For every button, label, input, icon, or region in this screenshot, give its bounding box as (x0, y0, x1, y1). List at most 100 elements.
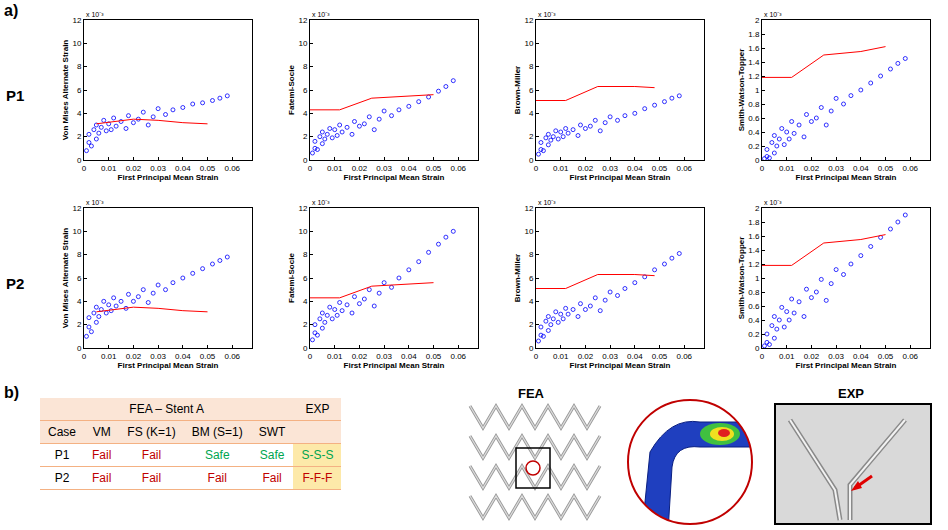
svg-text:8: 8 (303, 62, 308, 71)
svg-text:0: 0 (529, 344, 534, 353)
svg-text:0: 0 (308, 164, 313, 173)
svg-text:0: 0 (77, 344, 82, 353)
svg-text:0.01: 0.01 (101, 352, 117, 361)
svg-text:0.05: 0.05 (200, 164, 216, 173)
svg-text:0.03: 0.03 (602, 352, 618, 361)
svg-text:0.04: 0.04 (853, 352, 869, 361)
svg-text:0.06: 0.06 (224, 164, 240, 173)
svg-text:0.02: 0.02 (804, 164, 820, 173)
svg-text:4: 4 (77, 297, 82, 306)
svg-text:6: 6 (77, 86, 82, 95)
svg-text:0.02: 0.02 (578, 352, 594, 361)
svg-text:Smith-Watson-Topper: Smith-Watson-Topper (737, 49, 746, 132)
svg-text:First Principal Mean Strain: First Principal Mean Strain (796, 361, 897, 370)
svg-text:0.06: 0.06 (676, 352, 692, 361)
svg-text:8: 8 (303, 250, 308, 259)
svg-text:0.06: 0.06 (676, 164, 692, 173)
svg-text:0: 0 (755, 156, 760, 165)
svg-text:x 10⁻³: x 10⁻³ (312, 11, 330, 18)
svg-text:2: 2 (77, 132, 82, 141)
svg-text:0.05: 0.05 (426, 164, 442, 173)
svg-text:Von Mises Alternate Strain: Von Mises Alternate Strain (61, 228, 70, 329)
svg-text:Fatemi-Socie: Fatemi-Socie (287, 253, 296, 303)
svg-text:1.2: 1.2 (748, 260, 760, 269)
svg-text:0.01: 0.01 (553, 352, 569, 361)
svg-text:1.6: 1.6 (748, 232, 760, 241)
svg-text:10: 10 (524, 39, 533, 48)
svg-text:0: 0 (534, 164, 539, 173)
svg-text:0.05: 0.05 (426, 352, 442, 361)
svg-text:10: 10 (72, 39, 81, 48)
svg-text:2: 2 (303, 132, 308, 141)
svg-text:8: 8 (77, 62, 82, 71)
svg-text:1.2: 1.2 (748, 72, 760, 81)
svg-text:1.8: 1.8 (748, 218, 760, 227)
svg-text:0: 0 (303, 156, 308, 165)
svg-text:0.03: 0.03 (376, 164, 392, 173)
svg-text:2: 2 (529, 132, 534, 141)
svg-text:2: 2 (303, 320, 308, 329)
svg-text:0: 0 (82, 352, 87, 361)
svg-text:0.05: 0.05 (878, 164, 894, 173)
svg-text:0: 0 (308, 352, 313, 361)
svg-text:0.03: 0.03 (602, 164, 618, 173)
svg-text:1: 1 (755, 274, 760, 283)
svg-text:0.02: 0.02 (578, 164, 594, 173)
svg-text:0.04: 0.04 (853, 164, 869, 173)
svg-text:x 10⁻³: x 10⁻³ (86, 11, 104, 18)
svg-text:0: 0 (760, 352, 765, 361)
svg-text:0.05: 0.05 (200, 352, 216, 361)
svg-text:1.4: 1.4 (748, 58, 760, 67)
svg-text:0.03: 0.03 (376, 352, 392, 361)
svg-text:2: 2 (77, 320, 82, 329)
svg-text:0.04: 0.04 (175, 352, 191, 361)
svg-text:x 10⁻³: x 10⁻³ (764, 11, 782, 18)
svg-text:First Principal Mean Strain: First Principal Mean Strain (344, 173, 445, 182)
svg-text:4: 4 (529, 297, 534, 306)
svg-text:1: 1 (755, 86, 760, 95)
svg-text:10: 10 (72, 227, 81, 236)
svg-text:0.02: 0.02 (804, 352, 820, 361)
svg-text:0.02: 0.02 (126, 352, 142, 361)
svg-text:0.05: 0.05 (878, 352, 894, 361)
svg-text:Von Mises Alternate Strain: Von Mises Alternate Strain (61, 40, 70, 141)
svg-text:0.6: 0.6 (748, 302, 760, 311)
svg-text:0.06: 0.06 (902, 352, 918, 361)
svg-text:0.06: 0.06 (224, 352, 240, 361)
svg-text:Fatemi-Socie: Fatemi-Socie (287, 65, 296, 115)
svg-text:10: 10 (298, 227, 307, 236)
svg-text:x 10⁻³: x 10⁻³ (764, 199, 782, 206)
svg-text:0.02: 0.02 (352, 352, 368, 361)
svg-text:0: 0 (77, 156, 82, 165)
svg-text:First Principal Mean Strain: First Principal Mean Strain (118, 361, 219, 370)
svg-text:x 10⁻³: x 10⁻³ (86, 199, 104, 206)
svg-text:6: 6 (529, 274, 534, 283)
svg-text:2: 2 (755, 16, 760, 25)
svg-text:First Principal Mean Strain: First Principal Mean Strain (570, 173, 671, 182)
svg-text:12: 12 (72, 16, 81, 25)
svg-text:12: 12 (72, 204, 81, 213)
svg-text:0.05: 0.05 (652, 164, 668, 173)
svg-text:0.01: 0.01 (553, 164, 569, 173)
svg-text:0.04: 0.04 (401, 352, 417, 361)
svg-text:0.2: 0.2 (748, 330, 760, 339)
svg-text:0.2: 0.2 (748, 142, 760, 151)
svg-text:Brown-Miller: Brown-Miller (513, 66, 522, 114)
svg-text:2: 2 (755, 204, 760, 213)
svg-text:0.04: 0.04 (175, 164, 191, 173)
svg-text:x 10⁻³: x 10⁻³ (538, 11, 556, 18)
svg-text:8: 8 (529, 62, 534, 71)
svg-text:4: 4 (303, 297, 308, 306)
svg-text:First Principal Mean Strain: First Principal Mean Strain (344, 361, 445, 370)
svg-text:12: 12 (298, 204, 307, 213)
svg-text:0.04: 0.04 (627, 352, 643, 361)
svg-text:12: 12 (524, 16, 533, 25)
svg-text:Brown-Miller: Brown-Miller (513, 254, 522, 302)
svg-text:6: 6 (303, 86, 308, 95)
svg-text:0: 0 (82, 164, 87, 173)
svg-text:8: 8 (529, 250, 534, 259)
svg-text:0.8: 0.8 (748, 100, 760, 109)
svg-text:0.03: 0.03 (150, 352, 166, 361)
svg-text:0.01: 0.01 (327, 352, 343, 361)
svg-text:0.02: 0.02 (352, 164, 368, 173)
